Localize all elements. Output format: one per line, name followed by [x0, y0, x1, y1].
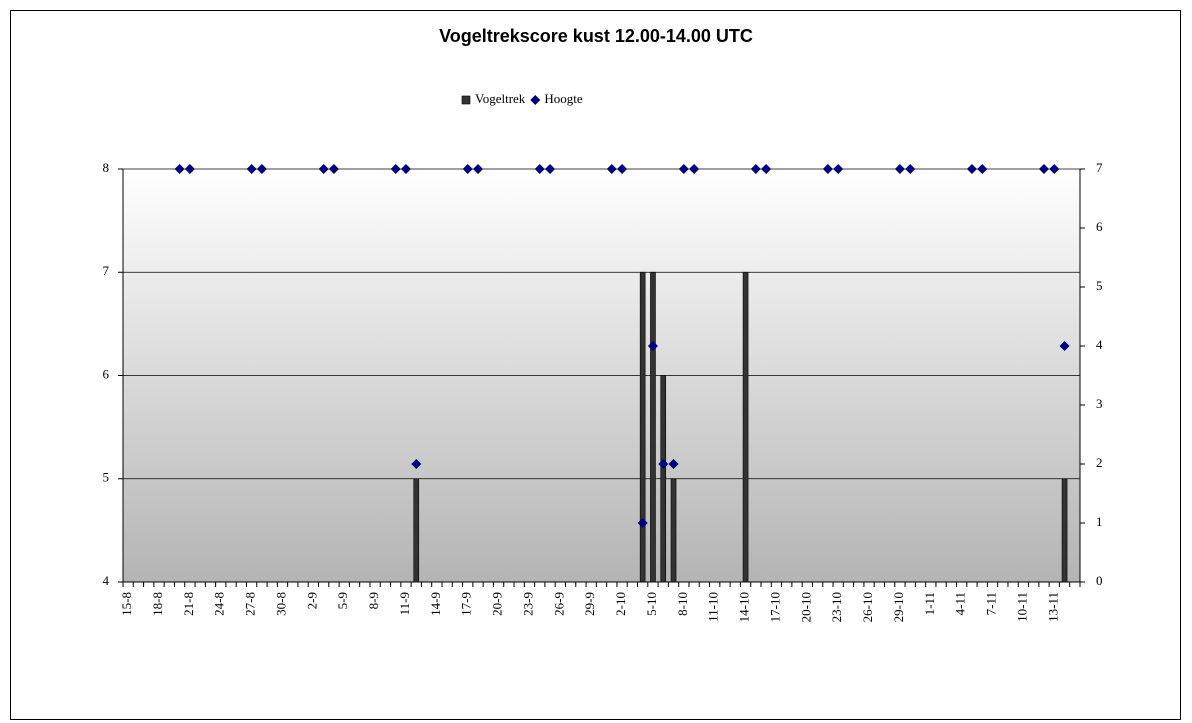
x-tick-label: 15-8: [119, 592, 134, 616]
bar: [639, 271, 646, 583]
marker: [606, 164, 617, 174]
x-tick-label: 14-10: [737, 592, 752, 622]
x-tick-label: 10-11: [1014, 592, 1029, 622]
bar: [650, 271, 656, 583]
y-tick-label: 7: [103, 263, 110, 278]
y-tick-label: 4: [103, 573, 110, 588]
bar: [1061, 478, 1068, 583]
marker: [545, 164, 556, 174]
marker: [617, 164, 628, 174]
x-tick-label: 17-10: [767, 592, 782, 622]
marker: [411, 459, 422, 469]
marker: [977, 164, 988, 174]
x-tick-label: 8-10: [675, 592, 690, 616]
x-tick-label: 23-10: [829, 592, 844, 622]
bar: [660, 375, 667, 583]
marker: [761, 164, 772, 174]
marker: [894, 164, 905, 174]
x-tick-label: 21-8: [181, 592, 196, 616]
marker: [833, 164, 844, 174]
marker: [390, 164, 401, 174]
x-tick-label: 24-8: [212, 592, 227, 616]
x-tick-label: 11-9: [397, 592, 412, 615]
marker: [1038, 164, 1049, 174]
marker: [647, 341, 658, 351]
legend-swatch: [461, 95, 471, 105]
x-tick-label: 2-9: [304, 592, 319, 609]
x-tick-label: 8-9: [366, 592, 381, 609]
x-tick-label: 23-9: [520, 592, 535, 616]
x-tick-label: 30-8: [273, 592, 288, 616]
x-tick-label: 17-9: [459, 592, 474, 616]
bar: [742, 271, 749, 583]
marker: [534, 164, 545, 174]
marker: [318, 164, 329, 174]
marker: [822, 164, 833, 174]
marker: [1049, 164, 1060, 174]
bar: [670, 478, 677, 583]
x-tick-label: 5-9: [335, 592, 350, 609]
y2-tick-label: 2: [1096, 455, 1103, 470]
x-tick-label: 26-10: [860, 592, 875, 622]
y-tick-label: 8: [103, 160, 110, 175]
marker: [750, 164, 761, 174]
marker: [637, 518, 648, 528]
x-tick-label: 20-10: [798, 592, 813, 622]
y2-tick-label: 6: [1096, 219, 1103, 234]
marker: [246, 164, 257, 174]
legend-swatch: [530, 95, 541, 105]
marker: [328, 164, 339, 174]
chart-title: Vogeltrekscore kust 12.00-14.00 UTC: [439, 26, 753, 46]
x-tick-label: 20-9: [490, 592, 505, 616]
legend-label: Vogeltrek: [475, 91, 526, 106]
marker: [905, 164, 916, 174]
marker: [462, 164, 473, 174]
y2-tick-label: 1: [1096, 514, 1103, 529]
y-tick-label: 5: [103, 470, 110, 485]
legend-label: Hoogte: [544, 91, 583, 106]
marker: [473, 164, 484, 174]
marker: [668, 459, 679, 469]
marker: [658, 459, 669, 469]
y2-tick-label: 0: [1096, 573, 1103, 588]
marker: [174, 164, 185, 174]
marker: [966, 164, 977, 174]
x-tick-label: 2-10: [613, 592, 628, 616]
bar: [413, 478, 420, 583]
marker: [689, 164, 700, 174]
marker: [256, 164, 267, 174]
x-tick-label: 26-9: [551, 592, 566, 616]
x-tick-label: 11-10: [706, 592, 721, 622]
x-tick-label: 13-11: [1045, 592, 1060, 622]
y2-tick-label: 5: [1096, 278, 1103, 293]
marker: [400, 164, 411, 174]
x-tick-label: 14-9: [428, 592, 443, 616]
x-tick-label: 7-11: [984, 592, 999, 615]
x-tick-label: 1-11: [922, 592, 937, 615]
y2-tick-label: 7: [1096, 160, 1103, 175]
x-tick-label: 29-10: [891, 592, 906, 622]
x-tick-label: 5-10: [644, 592, 659, 616]
x-tick-label: 29-9: [582, 592, 597, 616]
marker: [678, 164, 689, 174]
x-tick-label: 18-8: [150, 592, 165, 616]
marker: [1059, 341, 1070, 351]
y2-tick-label: 3: [1096, 396, 1103, 411]
marker: [184, 164, 195, 174]
y-tick-label: 6: [103, 366, 110, 381]
x-tick-label: 4-11: [953, 592, 968, 615]
y2-tick-label: 4: [1096, 337, 1103, 352]
x-tick-label: 27-8: [243, 592, 258, 616]
